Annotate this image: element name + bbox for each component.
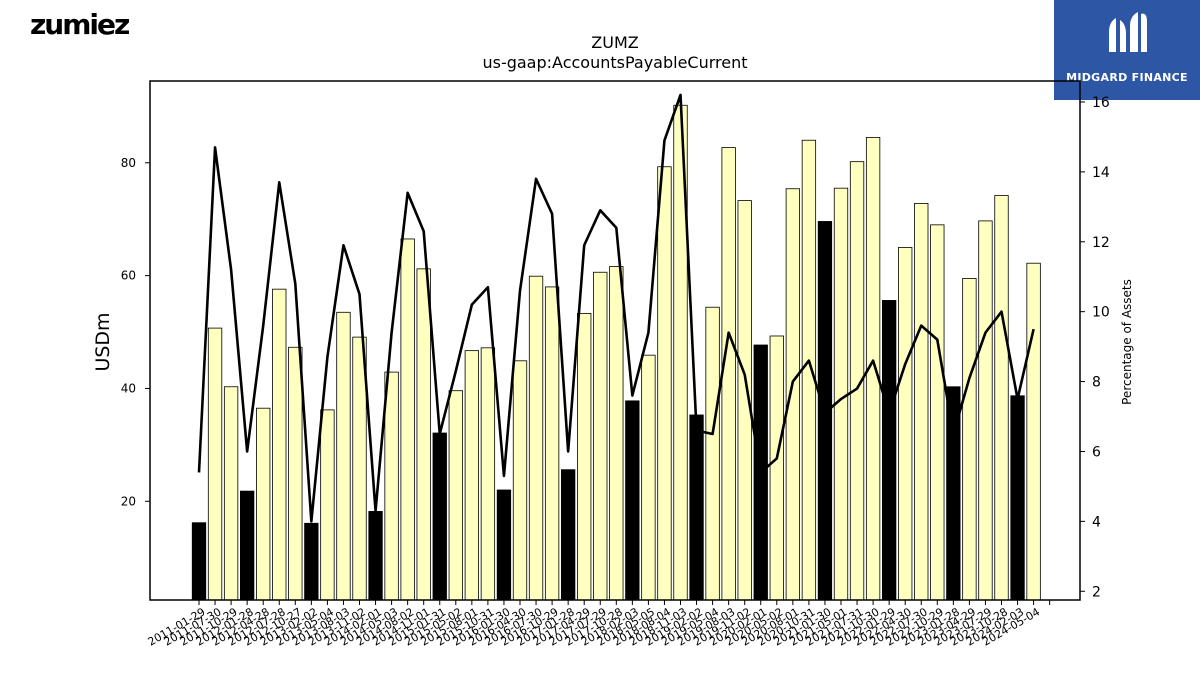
bar — [496, 489, 512, 601]
bar — [561, 469, 576, 601]
bars-layer — [191, 104, 1041, 601]
chart-subtitle: us-gaap:AccountsPayableCurrent — [482, 53, 747, 72]
bar — [512, 360, 528, 601]
bar — [914, 203, 929, 601]
chart-title: ZUMZ — [591, 33, 638, 52]
bar — [544, 286, 560, 601]
bar — [657, 166, 672, 601]
y-tick-label: 80 — [121, 156, 136, 170]
bar — [593, 271, 608, 601]
y2-tick-label: 16 — [1092, 95, 1110, 111]
bar — [288, 346, 303, 601]
bar — [641, 354, 656, 601]
y-tick-label: 60 — [121, 269, 136, 283]
y-tick-label: 20 — [121, 494, 136, 508]
bar — [1010, 395, 1025, 601]
midgard-emblem-icon — [1109, 12, 1147, 52]
midgard-finance-logo: MIDGARD FINANCE — [1054, 0, 1200, 100]
bar — [801, 139, 817, 601]
bar — [882, 300, 897, 601]
line-layer — [197, 93, 1035, 523]
bar — [962, 278, 977, 601]
bar — [416, 268, 431, 601]
y2-tick-label: 14 — [1092, 165, 1110, 181]
bar — [207, 327, 223, 601]
bar — [191, 522, 207, 601]
midgard-brand-text: MIDGARD FINANCE — [1066, 71, 1188, 84]
bar — [689, 414, 704, 601]
zumiez-logo: zumiez — [30, 8, 130, 41]
bar — [320, 409, 335, 601]
bar — [223, 386, 239, 601]
bar — [384, 371, 399, 601]
bar — [930, 224, 945, 601]
y2-tick-label: 10 — [1092, 305, 1110, 321]
y2-tick-label: 4 — [1092, 514, 1101, 530]
bar — [528, 275, 544, 601]
series-line — [197, 93, 1035, 523]
bar — [1026, 262, 1041, 601]
bar — [368, 511, 383, 601]
bar — [352, 336, 367, 601]
bar — [721, 147, 736, 601]
bar — [978, 220, 993, 601]
bar — [464, 350, 480, 601]
bar — [239, 490, 255, 601]
bar — [769, 335, 784, 601]
bar — [272, 288, 287, 601]
bar — [256, 407, 271, 601]
y2-tick-label: 6 — [1092, 444, 1101, 460]
bar — [577, 313, 592, 601]
bar — [609, 266, 624, 601]
y2-tick-label: 8 — [1092, 375, 1101, 391]
plot-frame — [149, 80, 1081, 601]
y2-tick-label: 12 — [1092, 235, 1110, 251]
bar — [833, 187, 849, 601]
bar — [994, 195, 1009, 601]
y2-tick-label: 2 — [1092, 584, 1101, 600]
bar — [785, 188, 800, 601]
y-axis-label: USDm — [92, 312, 114, 371]
y-tick-label: 40 — [121, 381, 136, 395]
bar — [400, 238, 415, 601]
bar — [448, 390, 463, 601]
bar — [304, 522, 319, 601]
y2-axis-label: Percentage of Assets — [1120, 279, 1134, 405]
bar — [480, 347, 496, 601]
bar — [705, 306, 720, 601]
bar — [898, 247, 913, 601]
bar — [625, 400, 640, 601]
bar — [336, 311, 351, 601]
bar — [432, 432, 447, 601]
